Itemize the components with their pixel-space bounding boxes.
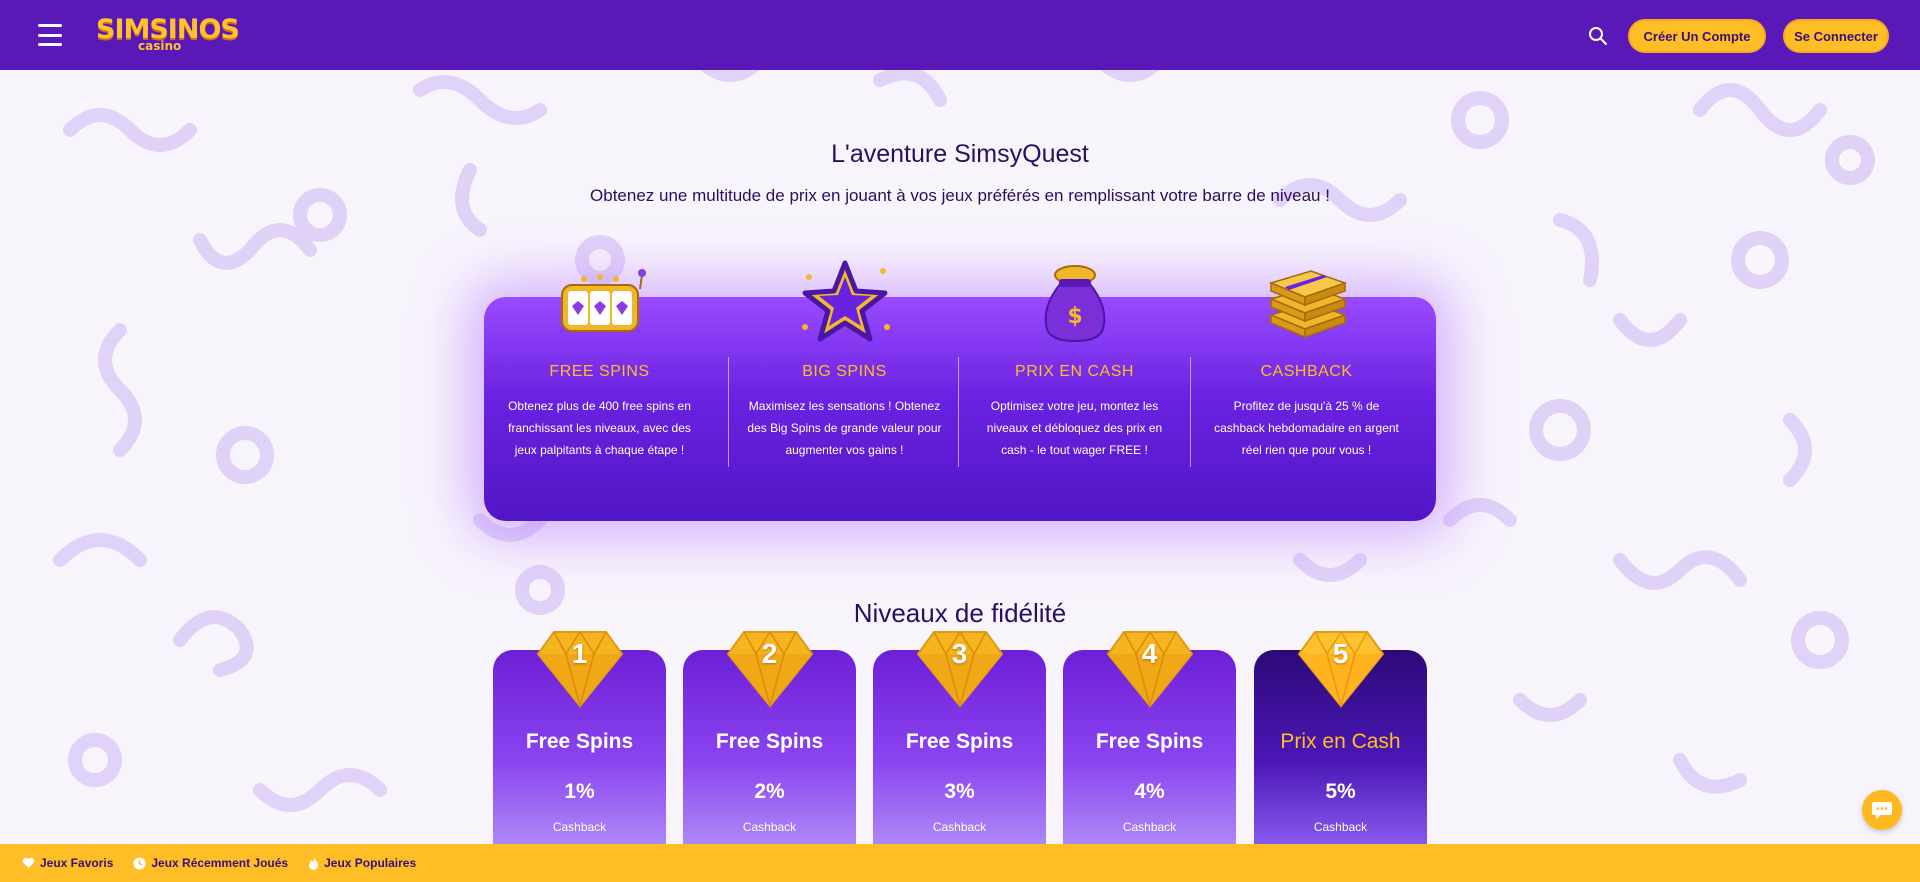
feature-title: BIG SPINS bbox=[802, 363, 887, 380]
level-prize: Free Spins bbox=[525, 730, 634, 753]
register-button[interactable]: Créer Un Compte bbox=[1628, 19, 1766, 53]
level-prize: Free Spins bbox=[905, 730, 1014, 753]
logo-subtext: casino bbox=[138, 39, 182, 53]
level-percent: 5% bbox=[1325, 780, 1356, 803]
site-logo[interactable]: SIMSINOS casino bbox=[96, 14, 240, 54]
level-card-5[interactable]: 5 Prix en Cash 5% Cashback bbox=[1254, 630, 1427, 850]
recent-games-label: Jeux Récemment Joués bbox=[151, 856, 289, 870]
flame-icon bbox=[309, 856, 319, 870]
level-prize: Prix en Cash bbox=[1280, 730, 1401, 753]
level-label: Cashback bbox=[1122, 820, 1177, 834]
quest-subtitle: Obtenez une multitude de prix en jouant … bbox=[590, 186, 1330, 205]
feature-text: Obtenez plus de 400 free spins en franch… bbox=[508, 399, 691, 457]
diamond-icon bbox=[536, 630, 624, 708]
popular-games-link[interactable]: Jeux Populaires bbox=[308, 856, 416, 870]
heart-icon bbox=[22, 857, 35, 868]
level-number: 1 bbox=[571, 638, 588, 669]
money-bag-icon: $ bbox=[1044, 265, 1106, 343]
diamond-icon bbox=[726, 630, 814, 708]
features-panel: FREE SPINS Obtenez plus de 400 free spin… bbox=[484, 260, 1436, 521]
star-icon bbox=[802, 260, 890, 342]
chat-icon[interactable] bbox=[1862, 790, 1902, 830]
popular-games-label: Jeux Populaires bbox=[324, 856, 417, 870]
favorites-link[interactable]: Jeux Favoris bbox=[22, 856, 113, 870]
feature-text: Profitez de jusqu'à 25 % de cashback heb… bbox=[1214, 399, 1399, 457]
feature-big-spins: BIG SPINS Maximisez les sensations ! Obt… bbox=[729, 260, 960, 521]
search-icon[interactable] bbox=[1588, 26, 1608, 46]
level-label: Cashback bbox=[552, 820, 607, 834]
diamond-icon bbox=[1106, 630, 1194, 708]
logo-text: SIMSINOS bbox=[96, 14, 240, 45]
level-prize: Free Spins bbox=[715, 730, 824, 753]
level-number: 4 bbox=[1141, 638, 1158, 669]
level-label: Cashback bbox=[932, 820, 987, 834]
feature-text: Optimisez votre jeu, montez les niveaux … bbox=[986, 399, 1163, 457]
level-card-4[interactable]: 4 Free Spins 4% Cashback bbox=[1063, 630, 1236, 850]
feature-text: Maximisez les sensations ! Obtenez des B… bbox=[747, 399, 942, 457]
diamond-icon bbox=[1297, 630, 1385, 708]
divider bbox=[728, 357, 729, 467]
level-label: Cashback bbox=[742, 820, 797, 834]
quest-title: L'aventure SimsyQuest bbox=[831, 140, 1089, 168]
level-percent: 2% bbox=[754, 780, 785, 803]
top-header: SIMSINOS casino Créer Un Compte Se Conne… bbox=[0, 0, 1920, 70]
level-percent: 3% bbox=[944, 780, 975, 803]
feature-cash-prize: $ PRIX EN CASH Optimisez votre jeu, mont… bbox=[959, 265, 1190, 521]
feature-free-spins: FREE SPINS Obtenez plus de 400 free spin… bbox=[484, 269, 715, 521]
hamburger-menu-icon[interactable] bbox=[38, 24, 62, 46]
level-card-2[interactable]: 2 Free Spins 2% Cashback bbox=[683, 630, 856, 850]
feature-title: PRIX EN CASH bbox=[1015, 363, 1134, 380]
diamond-icon bbox=[916, 630, 1004, 708]
loyalty-title: Niveaux de fidélité bbox=[853, 598, 1067, 628]
level-number: 3 bbox=[951, 638, 968, 669]
level-percent: 1% bbox=[564, 780, 595, 803]
login-button[interactable]: Se Connecter bbox=[1783, 19, 1889, 53]
level-card-3[interactable]: 3 Free Spins 3% Cashback bbox=[873, 630, 1046, 850]
level-number: 2 bbox=[761, 638, 778, 669]
cash-stack-icon bbox=[1268, 270, 1348, 339]
feature-cashback: CASHBACK Profitez de jusqu'à 25 % de cas… bbox=[1191, 270, 1422, 521]
level-number: 5 bbox=[1332, 638, 1349, 669]
feature-title: FREE SPINS bbox=[549, 363, 650, 380]
divider bbox=[958, 357, 959, 467]
svg-text:$: $ bbox=[1067, 304, 1082, 329]
slot-machine-icon bbox=[561, 269, 646, 332]
divider bbox=[1190, 357, 1191, 467]
bottom-quick-bar: Jeux Favoris Jeux Récemment Joués Jeux P… bbox=[0, 844, 1920, 882]
level-prize: Free Spins bbox=[1095, 730, 1204, 753]
level-label: Cashback bbox=[1313, 820, 1368, 834]
level-percent: 4% bbox=[1134, 780, 1165, 803]
level-card-1[interactable]: 1 Free Spins 1% Cashback bbox=[493, 630, 666, 850]
favorites-label: Jeux Favoris bbox=[40, 856, 114, 870]
recent-games-link[interactable]: Jeux Récemment Joués bbox=[133, 856, 288, 870]
clock-icon bbox=[133, 857, 146, 869]
feature-title: CASHBACK bbox=[1260, 363, 1353, 380]
